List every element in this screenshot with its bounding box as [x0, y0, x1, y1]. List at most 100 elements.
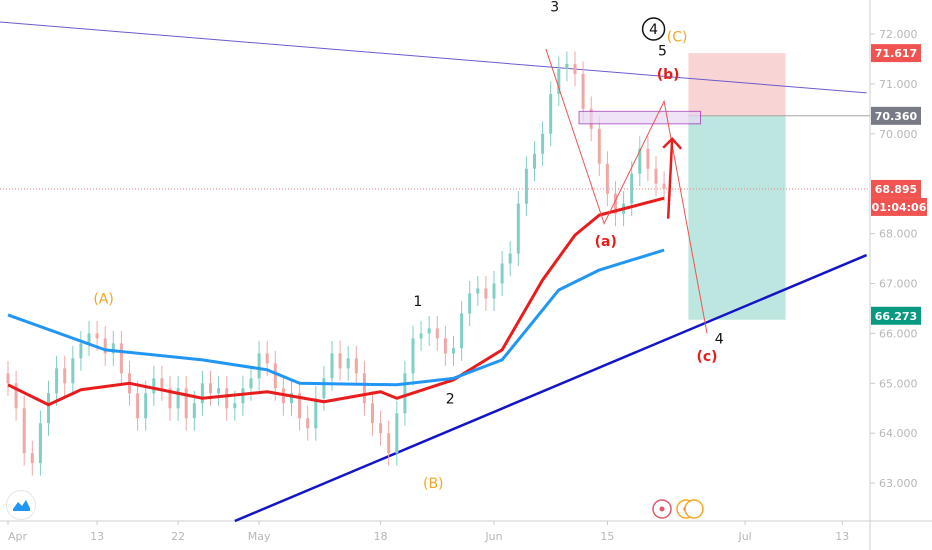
candle-body [508, 253, 512, 264]
candle [87, 320, 91, 356]
candle-body [273, 363, 277, 389]
candle [209, 370, 212, 406]
candle [200, 370, 204, 416]
candle-body [492, 283, 496, 299]
candle-body [192, 403, 196, 419]
candle [362, 360, 366, 416]
candle-body [225, 388, 229, 409]
price-tick-label: 72.000 [879, 28, 918, 41]
current-price-tag-bg [871, 179, 921, 198]
candle-body [176, 388, 180, 409]
candle-body [541, 133, 545, 154]
candle [241, 375, 245, 416]
candle [565, 51, 569, 82]
candle-body [209, 383, 212, 394]
candle-body [638, 148, 642, 174]
candle-body [30, 453, 34, 464]
candle-body [47, 393, 50, 424]
candle [47, 380, 50, 436]
candle-body [452, 348, 455, 354]
candle [541, 121, 545, 167]
candle-body [654, 168, 658, 184]
candle [403, 360, 407, 426]
price-tag: 70.360 [875, 110, 918, 123]
candle [290, 380, 293, 416]
candle [443, 325, 447, 366]
candle [468, 281, 472, 326]
price-tick-label: 66.000 [879, 327, 918, 340]
candle [508, 241, 512, 277]
candle-body [557, 68, 561, 94]
time-tick-label: 13 [835, 530, 849, 543]
candle [184, 375, 188, 431]
candle-body [549, 93, 553, 134]
candle [557, 56, 561, 107]
candle-body [14, 383, 18, 409]
candle-body [646, 148, 650, 169]
candle [646, 136, 650, 182]
arrow-head-icon [662, 136, 683, 150]
price-tag-bg [871, 306, 921, 325]
tradingview-logo[interactable] [6, 490, 36, 520]
candle-body [298, 393, 302, 419]
candle-body [581, 73, 585, 109]
time-tick-label: Apr [8, 530, 28, 543]
candle-body [290, 393, 293, 404]
candle [573, 51, 577, 87]
candle [516, 191, 520, 267]
candle-body [597, 128, 601, 164]
candle-body [476, 288, 480, 294]
wave-label: 3 [550, 0, 559, 16]
candle-body [371, 403, 374, 424]
time-tick-label: 18 [374, 530, 388, 543]
candle-body [322, 378, 326, 399]
wave-label: (C) [667, 29, 688, 45]
time-tick-label: 22 [171, 530, 185, 543]
candle-body [63, 368, 67, 384]
candle [500, 251, 504, 296]
candle [419, 320, 423, 351]
candle-body [662, 183, 666, 189]
candle-body [38, 423, 42, 464]
candle-body [144, 393, 148, 419]
candle [605, 151, 609, 207]
position-stop-zone [688, 115, 786, 320]
candle-body [484, 288, 488, 299]
candle [136, 380, 140, 431]
candle-body [516, 203, 520, 254]
candle-body [330, 353, 334, 379]
time-tick-label: 13 [90, 530, 104, 543]
candle-body [630, 173, 634, 204]
candle [144, 380, 148, 431]
candle [55, 355, 59, 406]
candle-body [573, 63, 577, 74]
candle-body [395, 413, 399, 454]
candle [354, 345, 358, 386]
candle-body [403, 373, 407, 414]
candle [111, 330, 115, 366]
price-tag-bg [871, 44, 921, 63]
candle-body [443, 338, 447, 354]
time-tick-label: Jun [484, 530, 502, 543]
candle [79, 330, 83, 371]
candle-body [160, 378, 164, 389]
candle [427, 315, 431, 346]
price-tag: 66.273 [875, 310, 917, 323]
up-arrow [666, 138, 674, 219]
candle [338, 340, 342, 381]
candle [460, 300, 464, 361]
candle [395, 400, 399, 466]
candle [476, 276, 480, 306]
candle-body [241, 388, 245, 404]
candle-body [111, 343, 115, 354]
candle [614, 181, 617, 227]
candle-body [468, 293, 472, 314]
candle-body [346, 358, 350, 369]
wave-label: (b) [657, 67, 680, 83]
candle-body [411, 338, 415, 374]
candle-body [524, 168, 528, 204]
wave-label: (a) [595, 234, 617, 250]
wave-label: 4 [715, 331, 724, 347]
